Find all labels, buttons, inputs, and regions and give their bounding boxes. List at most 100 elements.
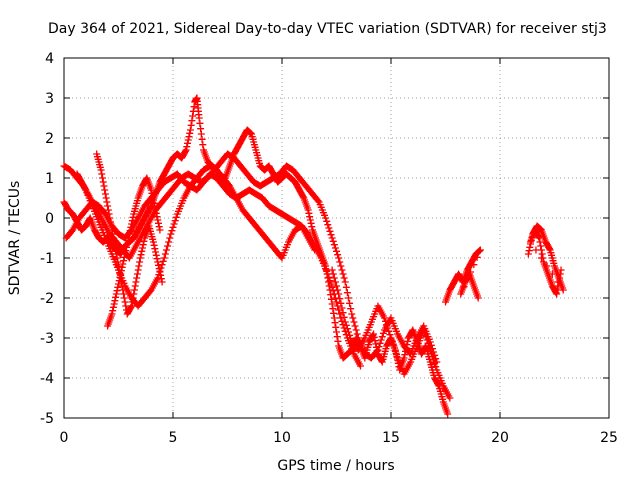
data-point-marker bbox=[427, 349, 435, 357]
data-point-marker bbox=[328, 283, 336, 291]
data-point-marker bbox=[476, 247, 484, 255]
data-point-marker bbox=[420, 326, 428, 334]
data-point-marker bbox=[108, 310, 116, 318]
y-tick-label: -4 bbox=[40, 371, 54, 387]
y-tick-label: -5 bbox=[40, 411, 54, 427]
data-point-marker bbox=[338, 266, 346, 274]
data-point-marker bbox=[136, 254, 144, 262]
data-point-marker bbox=[336, 258, 344, 266]
data-point-marker bbox=[139, 241, 147, 249]
data-point-marker bbox=[337, 262, 345, 270]
data-point-marker bbox=[188, 117, 196, 125]
data-point-marker bbox=[380, 314, 388, 322]
data-point-marker bbox=[306, 216, 314, 224]
data-point-marker bbox=[99, 178, 107, 186]
data-point-marker bbox=[425, 343, 433, 351]
data-point-marker bbox=[446, 394, 454, 402]
data-point-marker bbox=[334, 337, 342, 345]
data-point-marker bbox=[127, 303, 135, 311]
data-point-marker bbox=[383, 321, 391, 329]
data-point-marker bbox=[331, 319, 339, 327]
data-point-marker bbox=[114, 283, 122, 291]
series-s5 bbox=[93, 150, 166, 318]
data-point-marker bbox=[126, 227, 134, 235]
data-point-marker bbox=[128, 217, 136, 225]
data-point-marker bbox=[171, 217, 179, 225]
data-point-marker bbox=[109, 303, 117, 311]
data-point-marker bbox=[553, 290, 561, 298]
data-point-marker bbox=[119, 260, 127, 268]
data-point-marker bbox=[118, 263, 126, 271]
data-point-marker bbox=[166, 234, 174, 242]
series-s4 bbox=[73, 162, 319, 310]
data-point-marker bbox=[112, 290, 120, 298]
data-point-marker bbox=[306, 213, 314, 221]
data-point-marker bbox=[246, 129, 254, 137]
data-point-marker bbox=[299, 193, 307, 201]
tick-layer: 0 5 10 15 20 25 -5 -4 -3 -2 -1 0 1 2 3 4 bbox=[40, 51, 618, 446]
data-point-marker bbox=[103, 198, 111, 206]
data-point-marker bbox=[109, 234, 117, 242]
data-point-marker bbox=[370, 333, 378, 341]
data-point-marker bbox=[327, 231, 335, 239]
data-point-marker bbox=[98, 170, 106, 178]
data-point-marker bbox=[111, 297, 119, 305]
data-point-marker bbox=[388, 337, 396, 345]
data-point-marker bbox=[150, 199, 158, 207]
data-point-marker bbox=[554, 282, 562, 290]
data-point-marker bbox=[127, 223, 135, 231]
data-point-marker bbox=[335, 254, 343, 262]
data-point-marker bbox=[120, 290, 128, 298]
data-point-marker bbox=[118, 282, 126, 290]
data-point-marker bbox=[337, 299, 345, 307]
data-point-marker bbox=[421, 343, 429, 351]
data-point-marker bbox=[153, 213, 161, 221]
data-point-marker bbox=[332, 323, 340, 331]
data-point-marker bbox=[198, 135, 206, 143]
data-point-marker bbox=[376, 339, 384, 347]
x-tick-label: 25 bbox=[600, 430, 618, 446]
data-point-marker bbox=[535, 233, 543, 241]
data-point-marker bbox=[327, 280, 335, 288]
data-point-marker bbox=[307, 219, 315, 227]
data-point-marker bbox=[331, 244, 339, 252]
series-s9 bbox=[524, 222, 567, 298]
data-point-marker bbox=[340, 274, 348, 282]
data-point-marker bbox=[538, 250, 546, 258]
data-point-marker bbox=[556, 274, 564, 282]
data-point-marker bbox=[308, 223, 316, 231]
data-point-marker bbox=[348, 310, 356, 318]
data-point-marker bbox=[335, 290, 343, 298]
data-point-marker bbox=[152, 251, 160, 259]
x-tick-label: 0 bbox=[60, 430, 69, 446]
data-point-marker bbox=[186, 126, 194, 134]
data-point-marker bbox=[123, 240, 131, 248]
data-point-marker bbox=[153, 255, 161, 263]
data-point-marker bbox=[421, 329, 429, 337]
x-axis-label: GPS time / hours bbox=[277, 458, 394, 474]
data-point-marker bbox=[350, 318, 358, 326]
data-point-marker bbox=[154, 216, 162, 224]
data-point-marker bbox=[331, 278, 339, 286]
data-point-marker bbox=[105, 210, 113, 218]
data-point-marker bbox=[353, 330, 361, 338]
data-point-marker bbox=[133, 274, 141, 282]
data-point-marker bbox=[304, 206, 312, 214]
data-point-marker bbox=[154, 219, 162, 227]
data-point-marker bbox=[120, 294, 128, 302]
data-point-marker bbox=[136, 258, 144, 266]
data-point-marker bbox=[160, 254, 168, 262]
data-point-marker bbox=[336, 310, 344, 318]
data-point-marker bbox=[330, 274, 338, 282]
data-point-marker bbox=[424, 339, 432, 347]
data-point-marker bbox=[121, 250, 129, 258]
data-point-marker bbox=[340, 313, 348, 321]
data-point-marker bbox=[382, 317, 390, 325]
data-point-marker bbox=[158, 278, 166, 286]
data-point-marker bbox=[430, 356, 438, 364]
data-point-marker bbox=[339, 270, 347, 278]
data-point-marker bbox=[155, 223, 163, 231]
y-tick-label: 0 bbox=[45, 211, 54, 227]
data-point-marker bbox=[341, 318, 349, 326]
